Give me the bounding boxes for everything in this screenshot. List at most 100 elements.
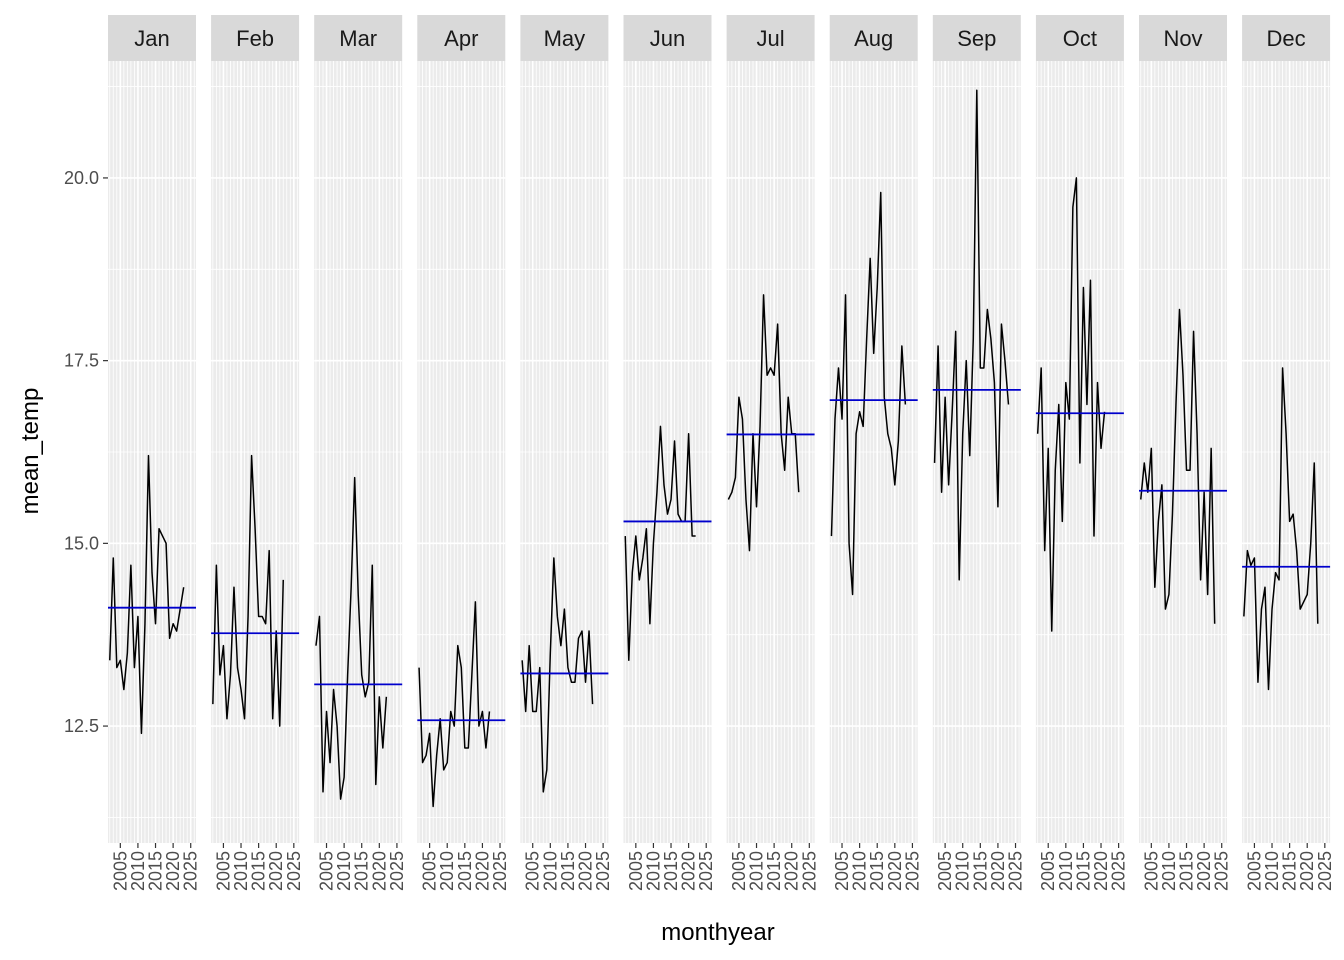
x-tick-label: 2010	[953, 851, 973, 891]
x-tick-label: 2015	[352, 851, 372, 891]
x-tick-label: 2005	[626, 851, 646, 891]
x-tick-label: 2010	[643, 851, 663, 891]
x-tick-label: 2020	[1297, 851, 1317, 891]
series-line-jul	[727, 294, 800, 552]
x-tick-label: 2010	[334, 851, 354, 891]
x-tick-label: 2005	[729, 851, 749, 891]
series-line-sep	[933, 89, 1010, 581]
facet-strip-label: Apr	[444, 26, 478, 51]
facet-strip-label: Feb	[236, 26, 274, 51]
x-tick-label: 2015	[867, 851, 887, 891]
x-tick-label: 2020	[679, 851, 699, 891]
x-tick-label: 2015	[1073, 851, 1093, 891]
facet-strip-label: Dec	[1267, 26, 1306, 51]
y-tick-label: 17.5	[64, 351, 99, 371]
facet-strip-label: Nov	[1163, 26, 1202, 51]
x-tick-label: 2025	[902, 851, 922, 891]
x-tick-label: 2005	[832, 851, 852, 891]
x-tick-label: 2005	[1038, 851, 1058, 891]
y-axis-title: mean_temp	[17, 388, 44, 515]
facet-strip-label: Mar	[339, 26, 377, 51]
x-tick-label: 2020	[472, 851, 492, 891]
x-tick-label: 2025	[1109, 851, 1129, 891]
x-tick-label: 2025	[593, 851, 613, 891]
x-tick-label: 2025	[1212, 851, 1232, 891]
facet-strip	[1139, 15, 1227, 61]
x-tick-label: 2005	[420, 851, 440, 891]
facet-strip-label: May	[544, 26, 586, 51]
x-tick-label: 2010	[437, 851, 457, 891]
x-tick-label: 2005	[110, 851, 130, 891]
facet-strip	[623, 15, 712, 61]
x-tick-label: 2025	[1315, 851, 1335, 891]
series-line-apr	[418, 601, 491, 808]
x-tick-label: 2020	[1194, 851, 1214, 891]
facet-strip	[108, 15, 196, 61]
x-tick-label: 2015	[1177, 851, 1197, 891]
x-tick-label: 2015	[764, 851, 784, 891]
facet-strip	[314, 15, 403, 61]
x-tick-label: 2005	[1244, 851, 1264, 891]
series-line-feb	[212, 454, 285, 727]
x-tick-label: 2015	[455, 851, 475, 891]
facet-strip-label: Sep	[957, 26, 996, 51]
series-line-nov	[1140, 308, 1216, 624]
x-tick-label: 2020	[369, 851, 389, 891]
series-line-oct	[1036, 177, 1106, 632]
x-tick-label: 2005	[935, 851, 955, 891]
x-tick-label: 2020	[266, 851, 286, 891]
x-tick-label: 2015	[558, 851, 578, 891]
x-tick-label: 2020	[576, 851, 596, 891]
x-tick-label: 2010	[747, 851, 767, 891]
facet-strip-label: Jul	[757, 26, 785, 51]
facet-strip-label: Oct	[1063, 26, 1097, 51]
x-tick-label: 2015	[970, 851, 990, 891]
x-tick-label: 2005	[213, 851, 233, 891]
x-tick-label: 2010	[1262, 851, 1282, 891]
facet-strip	[932, 15, 1021, 61]
facet-strip	[1035, 15, 1124, 61]
facet-strip	[211, 15, 300, 61]
y-tick-label: 15.0	[64, 533, 99, 553]
x-tick-label: 2010	[1056, 851, 1076, 891]
y-axis: 12.5 15.0 17.5 20.0	[64, 168, 108, 736]
y-tick-label: 12.5	[64, 716, 99, 736]
x-tick-label: 2020	[885, 851, 905, 891]
x-tick-label: 2015	[146, 851, 166, 891]
x-tick-label: 2025	[284, 851, 304, 891]
x-tick-label: 2025	[799, 851, 819, 891]
x-tick-label: 2025	[696, 851, 716, 891]
x-tick-label: 2015	[249, 851, 269, 891]
facet-panels: 20052010201520202025Jan20052010201520202…	[108, 15, 1335, 891]
facet-strip	[520, 15, 609, 61]
x-tick-label: 2010	[128, 851, 148, 891]
x-tick-label: 2010	[231, 851, 251, 891]
series-line-jan	[109, 454, 185, 735]
x-tick-label: 2010	[1159, 851, 1179, 891]
series-line-mar	[315, 476, 388, 800]
x-tick-label: 2005	[523, 851, 543, 891]
x-tick-label: 2020	[988, 851, 1008, 891]
series-line-dec	[1243, 367, 1319, 691]
facet-strip-label: Jun	[650, 26, 685, 51]
x-tick-label: 2010	[540, 851, 560, 891]
facet-strip-label: Aug	[854, 26, 893, 51]
series-line-may	[521, 557, 594, 793]
x-tick-label: 2025	[387, 851, 407, 891]
x-tick-label: 2025	[1006, 851, 1026, 891]
x-tick-label: 2020	[163, 851, 183, 891]
x-tick-label: 2020	[782, 851, 802, 891]
facet-strip-label: Jan	[134, 26, 169, 51]
x-axis-title: monthyear	[661, 919, 774, 946]
